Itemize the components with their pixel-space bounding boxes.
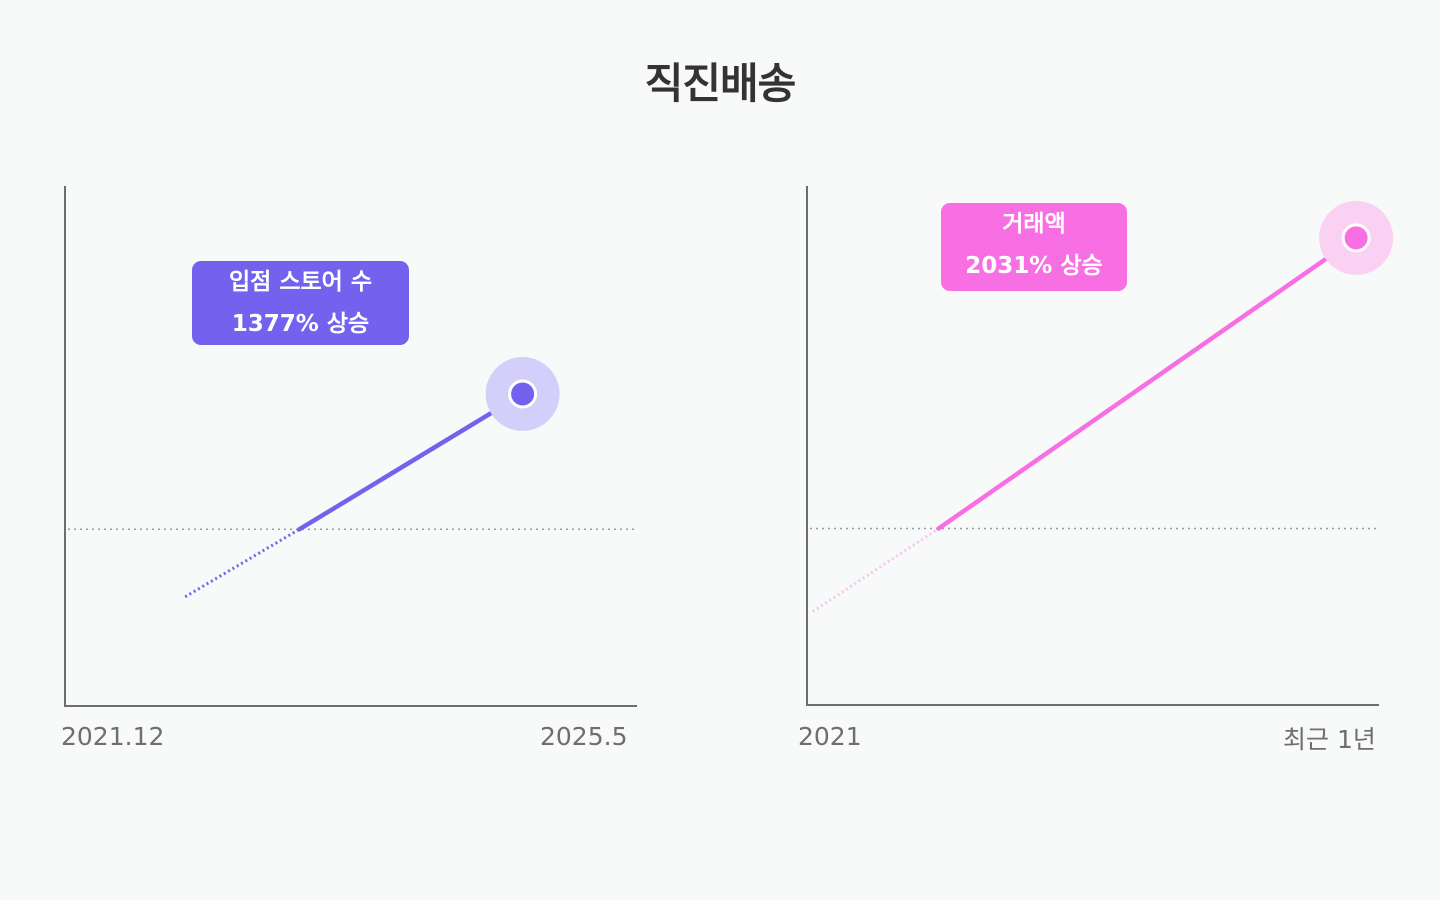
endpoint-marker — [1341, 223, 1371, 253]
growth-segment — [936, 235, 1359, 531]
projected-segment — [184, 527, 301, 599]
store-count-badge: 입점 스토어 수 1377% 상승 — [192, 261, 409, 345]
projected-segment — [811, 527, 940, 613]
x-end-label: 최근 1년 — [1283, 725, 1376, 754]
badge-change-label: 1377% 상승 — [231, 311, 370, 337]
badge-series-label: 입점 스토어 수 — [229, 269, 372, 295]
x-end-label: 2025.5 — [540, 722, 628, 751]
x-start-label: 2021 — [798, 722, 862, 751]
x-start-label: 2021.12 — [61, 722, 165, 751]
growth-segment — [297, 391, 525, 532]
badge-series-label: 거래액 — [1002, 211, 1066, 237]
transaction-volume-badge: 거래액 2031% 상승 — [941, 203, 1127, 291]
endpoint-marker — [508, 379, 538, 409]
page-title: 직진배송 — [644, 59, 797, 108]
badge-change-label: 2031% 상승 — [965, 253, 1103, 279]
